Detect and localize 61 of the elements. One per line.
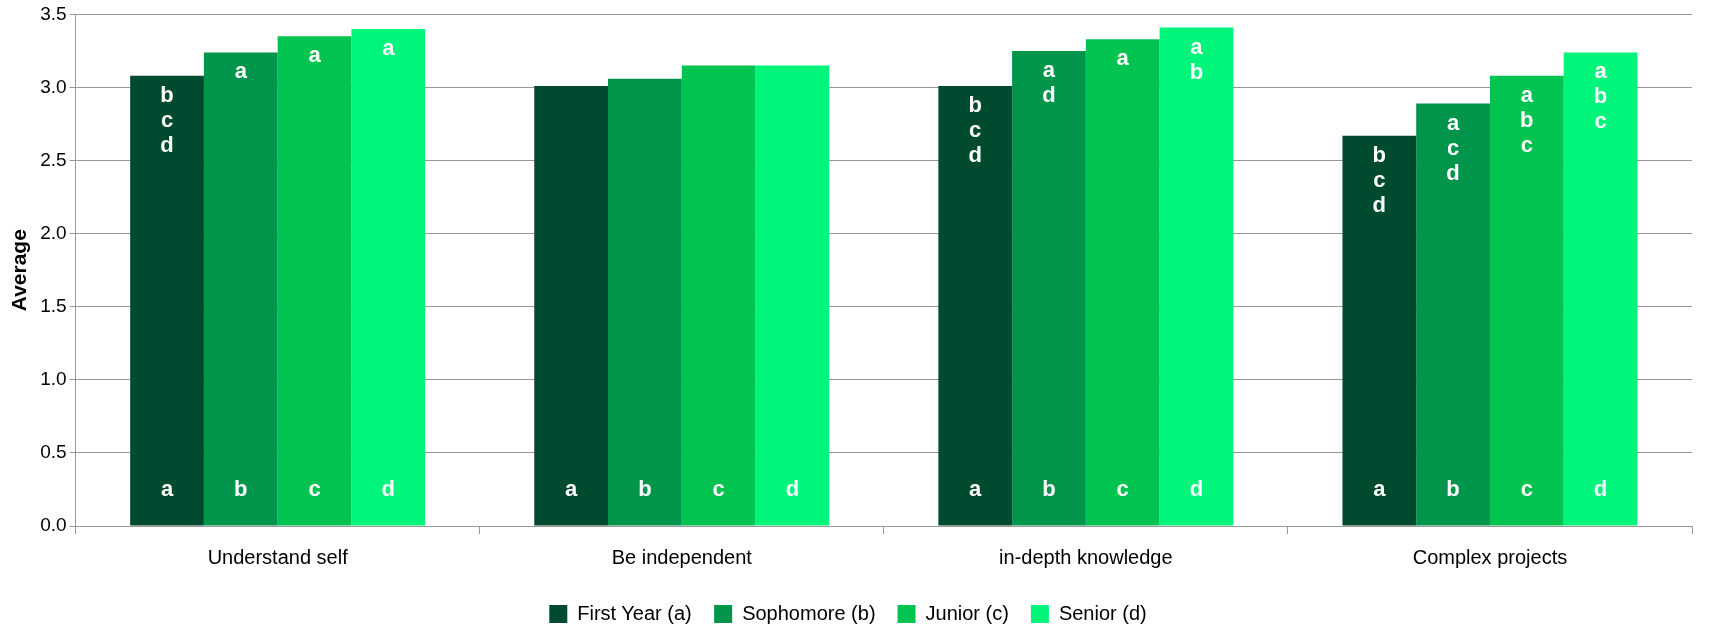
bar: [1563, 52, 1638, 526]
data-label: a d: [1042, 57, 1056, 108]
annotation: b: [1042, 476, 1056, 502]
annotation: c: [1116, 476, 1129, 502]
bar: [755, 65, 830, 526]
y-tick-label: 1.0: [40, 368, 67, 390]
annotation: c: [1520, 476, 1533, 502]
data-label: b c d: [968, 92, 982, 168]
legend-label: Junior (c): [925, 601, 1009, 624]
x-tick-label: in-depth knowledge: [999, 545, 1173, 568]
bar: [1342, 135, 1417, 526]
annotation: d: [381, 476, 396, 502]
data-label: a b c: [1520, 81, 1534, 157]
annotation: b: [234, 476, 248, 502]
data-label: a b: [1189, 33, 1204, 84]
y-tick-label: 0.0: [40, 514, 67, 536]
data-label: b c d: [1372, 141, 1387, 217]
bar: [681, 65, 756, 526]
y-tick-label: 2.5: [40, 148, 67, 170]
bar: [1085, 39, 1160, 526]
bar: [534, 86, 609, 526]
bar: [1416, 103, 1490, 526]
data-label: a: [234, 58, 248, 84]
y-tick-label: 0.5: [40, 441, 67, 463]
annotation: d: [785, 476, 800, 502]
x-tick-label: Complex projects: [1412, 545, 1568, 568]
y-axis-title: Average: [7, 229, 31, 312]
annotation: d: [1189, 476, 1204, 502]
x-tick-label: Be independent: [611, 545, 753, 568]
bar: [938, 86, 1013, 526]
data-label: a c d: [1446, 109, 1460, 185]
annotation: a: [565, 476, 579, 502]
bar: [351, 29, 426, 526]
legend-label: Senior (d): [1058, 601, 1147, 624]
annotation: d: [1593, 476, 1608, 502]
annotation: a: [160, 476, 174, 502]
bar: [1489, 75, 1564, 526]
annotation: b: [1446, 476, 1460, 502]
bar: [1159, 27, 1234, 526]
bar: [1012, 50, 1086, 526]
annotation: c: [712, 476, 725, 502]
data-label: b c d: [160, 81, 174, 157]
annotation: b: [638, 476, 652, 502]
data-label: a: [308, 42, 322, 68]
y-tick-label: 3.5: [40, 2, 67, 24]
legend-label: Sophomore (b): [742, 601, 876, 624]
bar: [130, 75, 204, 526]
bar: [608, 78, 682, 526]
annotation: c: [308, 476, 321, 502]
data-label: a: [1116, 45, 1130, 71]
data-label: a b c: [1593, 58, 1608, 134]
bar: [277, 36, 352, 526]
annotation: a: [1373, 476, 1387, 502]
annotation: a: [969, 476, 983, 502]
x-tick-label: Understand self: [207, 545, 349, 568]
legend-label: First Year (a): [577, 601, 692, 624]
data-label: a: [382, 35, 396, 61]
y-tick-label: 1.5: [40, 294, 67, 316]
y-tick-label: 3.0: [40, 75, 67, 97]
bar: [203, 52, 278, 526]
y-tick-label: 2.0: [40, 221, 67, 243]
